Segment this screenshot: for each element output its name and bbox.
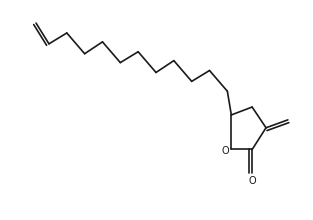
- Text: O: O: [222, 147, 229, 156]
- Text: O: O: [248, 176, 256, 186]
